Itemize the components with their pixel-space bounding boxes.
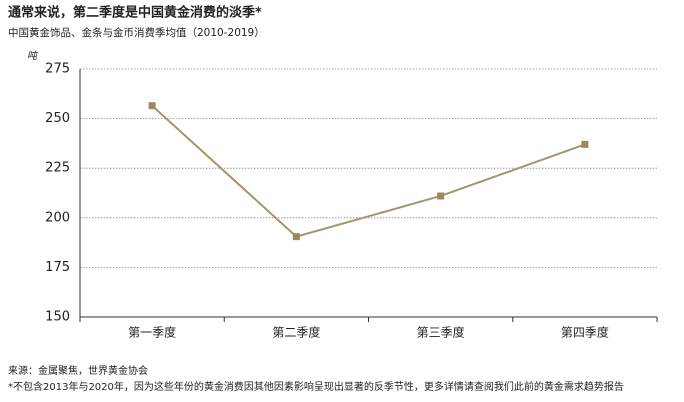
y-tick-label: 275 xyxy=(45,62,70,77)
y-tick-label: 250 xyxy=(45,111,70,126)
x-tick-label: 第四季度 xyxy=(561,325,609,340)
data-point xyxy=(581,140,589,148)
y-tick-label: 150 xyxy=(45,310,70,325)
y-axis-label: 吨 xyxy=(27,50,39,62)
source: 来源：金属聚焦，世界黄金协会 xyxy=(8,364,148,377)
x-tick-label: 第一季度 xyxy=(128,325,176,340)
data-line xyxy=(151,104,586,238)
note: *不包含2013年与2020年，因为这些年份的黄金消费因其他因素影响呈现出显著的… xyxy=(8,380,624,393)
x-tick-label: 第三季度 xyxy=(417,325,465,340)
data-point xyxy=(148,102,156,110)
data-point xyxy=(437,192,445,200)
y-tick-label: 225 xyxy=(45,161,70,176)
y-tick-label: 200 xyxy=(45,210,70,225)
x-tick-label: 第二季度 xyxy=(272,325,320,340)
data-point xyxy=(292,233,300,241)
chart-title: 通常来说，第二季度是中国黄金消费的淡季* xyxy=(8,5,262,21)
chart-subtitle: 中国黄金饰品、金条与金币消费季均值（2010-2019） xyxy=(8,26,265,39)
y-tick-label: 175 xyxy=(45,260,70,275)
